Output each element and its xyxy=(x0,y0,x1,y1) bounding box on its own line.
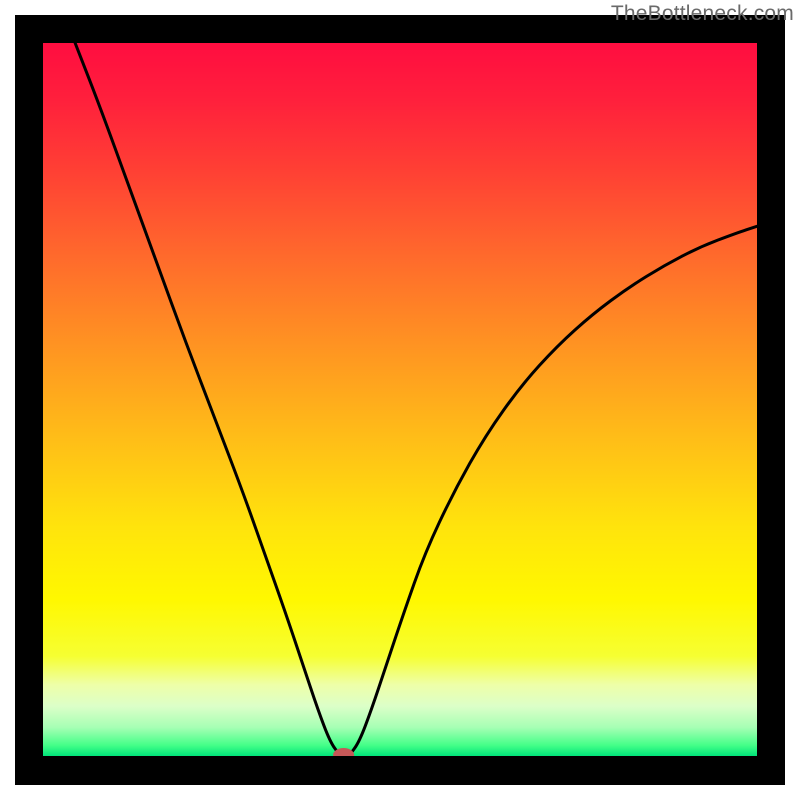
chart-container: TheBottleneck.com xyxy=(0,0,800,800)
watermark-text: TheBottleneck.com xyxy=(611,2,794,26)
gradient-background xyxy=(43,43,757,756)
plot-area xyxy=(43,43,757,761)
bottleneck-chart xyxy=(0,0,800,800)
